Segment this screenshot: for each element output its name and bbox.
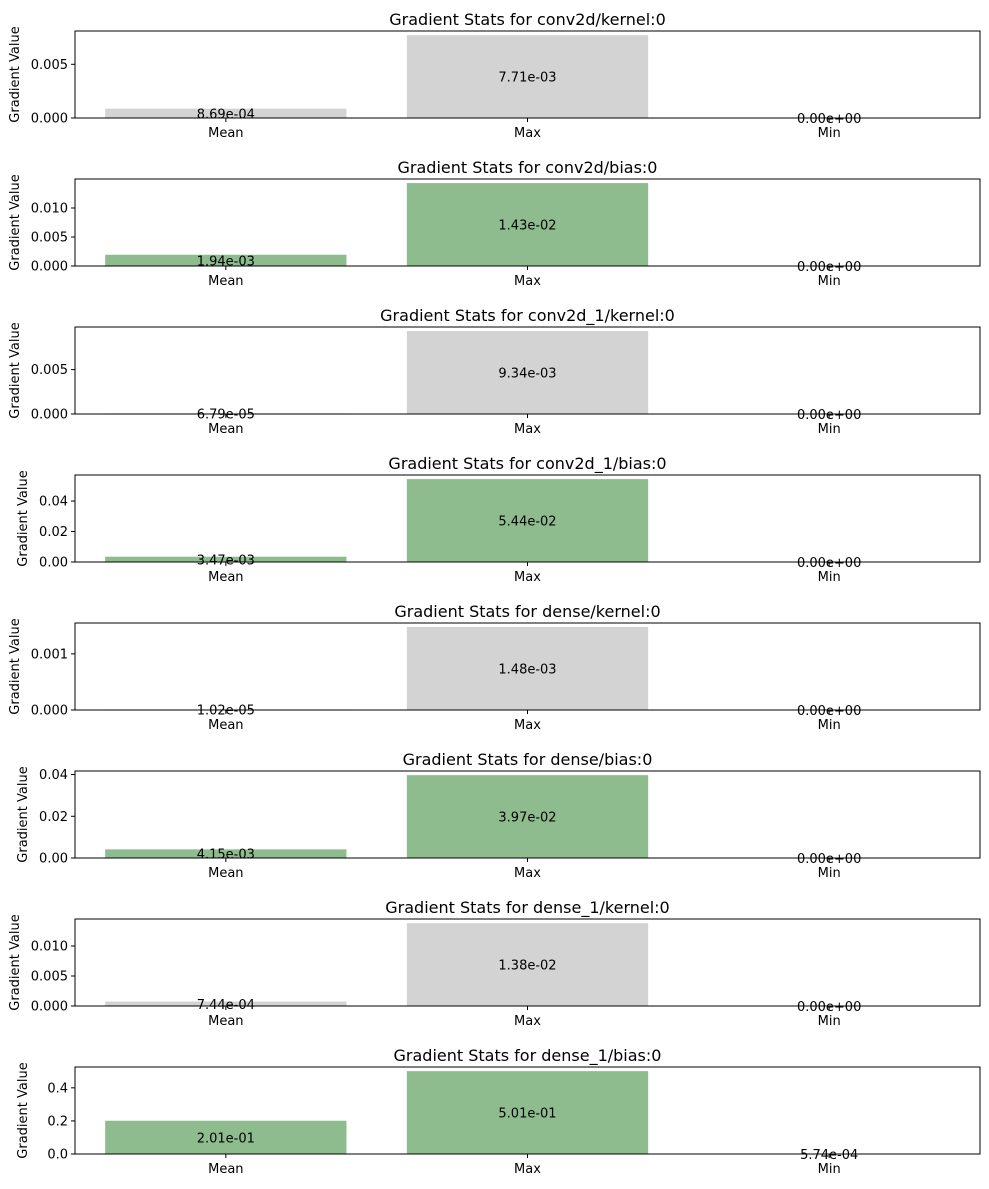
bar xyxy=(105,108,347,118)
y-tick-label: 0.2 xyxy=(47,1114,68,1129)
y-tick-label: 0.005 xyxy=(31,231,68,246)
y-tick-label: 0.00 xyxy=(39,852,68,867)
x-tick-label: Mean xyxy=(208,570,243,585)
bar xyxy=(406,775,649,858)
x-tick-label: Max xyxy=(514,126,541,141)
chart-title: Gradient Stats for dense_1/bias:0 xyxy=(394,1046,662,1066)
chart-title: Gradient Stats for dense_1/kernel:0 xyxy=(385,898,669,918)
y-tick-label: 0.010 xyxy=(31,202,68,217)
x-tick-label: Min xyxy=(818,422,841,437)
x-tick-label: Mean xyxy=(208,1014,243,1029)
y-axis-label: Gradient Value xyxy=(8,26,23,122)
y-tick-label: 0.4 xyxy=(47,1081,68,1096)
bar xyxy=(105,254,347,266)
bar-value-label: 5.44e-02 xyxy=(498,515,556,530)
y-axis-label: Gradient Value xyxy=(16,1062,31,1158)
bar-value-label: 8.69e-04 xyxy=(197,107,255,122)
y-tick-label: 0.02 xyxy=(39,810,68,825)
bar-value-label: 3.47e-03 xyxy=(197,553,255,568)
bar-value-label: 1.48e-03 xyxy=(498,662,556,677)
y-tick-label: 0.000 xyxy=(31,408,68,423)
y-tick-label: 0.04 xyxy=(39,495,68,510)
chart-panel: Gradient Stats for conv2d_1/kernel:0 Grad… xyxy=(8,306,981,437)
y-tick-label: 0.000 xyxy=(31,1000,68,1015)
bar xyxy=(406,35,649,118)
x-tick-label: Min xyxy=(818,1162,841,1177)
chart-panel: Gradient Stats for dense/kernel:0 Gradien… xyxy=(8,602,981,733)
y-tick-label: 0.02 xyxy=(39,525,68,540)
chart-title: Gradient Stats for conv2d/kernel:0 xyxy=(389,10,666,29)
y-tick-label: 0.000 xyxy=(31,112,68,127)
bar xyxy=(105,556,347,562)
y-axis-label: Gradient Value xyxy=(8,174,23,270)
x-tick-label: Max xyxy=(514,274,541,289)
chart-title: Gradient Stats for dense/bias:0 xyxy=(403,750,653,769)
x-tick-label: Min xyxy=(818,718,841,733)
x-tick-label: Max xyxy=(514,1162,541,1177)
y-tick-label: 0.005 xyxy=(31,970,68,985)
x-tick-label: Min xyxy=(818,274,841,289)
x-tick-label: Max xyxy=(514,866,541,881)
bar xyxy=(406,923,649,1006)
chart-panel: Gradient Stats for conv2d_1/bias:0 Gradie… xyxy=(16,454,981,585)
y-axis-label: Gradient Value xyxy=(16,766,31,862)
x-tick-label: Mean xyxy=(208,1162,243,1177)
y-tick-label: 0.0 xyxy=(47,1148,68,1163)
y-tick-label: 0.010 xyxy=(31,940,68,955)
bar xyxy=(406,1071,649,1154)
y-tick-label: 0.000 xyxy=(31,260,68,275)
x-tick-label: Max xyxy=(514,570,541,585)
x-tick-label: Max xyxy=(514,718,541,733)
bar xyxy=(406,183,649,266)
y-tick-label: 0.001 xyxy=(31,647,68,662)
y-axis-label: Gradient Value xyxy=(16,470,31,566)
y-tick-label: 0.005 xyxy=(31,58,68,73)
chart-panel: Gradient Stats for conv2d/bias:0 Gradient… xyxy=(8,158,981,289)
bar-value-label: 3.97e-02 xyxy=(498,811,556,826)
bar-value-label: 2.01e-01 xyxy=(197,1131,255,1146)
bar-value-label: 1.38e-02 xyxy=(498,959,556,974)
x-tick-label: Min xyxy=(818,126,841,141)
x-tick-label: Min xyxy=(818,570,841,585)
chart-panel: Gradient Stats for dense_1/bias:0 Gradien… xyxy=(16,1046,981,1177)
bar-value-label: 5.01e-01 xyxy=(498,1107,556,1122)
bar xyxy=(406,479,649,562)
bar-value-label: 7.71e-03 xyxy=(498,71,556,86)
bar-value-label: 7.44e-04 xyxy=(197,998,255,1013)
bar-value-label: 4.15e-03 xyxy=(197,848,255,863)
x-tick-label: Max xyxy=(514,422,541,437)
y-tick-label: 0.04 xyxy=(39,768,68,783)
y-axis-label: Gradient Value xyxy=(8,914,23,1010)
x-tick-label: Min xyxy=(818,1014,841,1029)
bar xyxy=(105,849,347,858)
y-axis-label: Gradient Value xyxy=(8,618,23,714)
x-tick-label: Mean xyxy=(208,274,243,289)
x-tick-label: Mean xyxy=(208,718,243,733)
chart-title: Gradient Stats for conv2d/bias:0 xyxy=(398,158,658,177)
x-tick-label: Mean xyxy=(208,866,243,881)
chart-title: Gradient Stats for conv2d_1/kernel:0 xyxy=(380,306,675,326)
chart-title: Gradient Stats for dense/kernel:0 xyxy=(394,602,660,621)
chart-panel: Gradient Stats for dense/bias:0 Gradient … xyxy=(16,750,981,881)
x-tick-label: Max xyxy=(514,1014,541,1029)
bar xyxy=(105,1120,347,1154)
y-axis-label: Gradient Value xyxy=(8,322,23,418)
x-tick-label: Mean xyxy=(208,422,243,437)
y-tick-label: 0.005 xyxy=(31,363,68,378)
x-tick-label: Min xyxy=(818,866,841,881)
y-tick-label: 0.000 xyxy=(31,704,68,719)
chart-panel: Gradient Stats for dense_1/kernel:0 Gradi… xyxy=(8,898,981,1029)
chart-title: Gradient Stats for conv2d_1/bias:0 xyxy=(388,454,666,474)
chart-panel: Gradient Stats for conv2d/kernel:0 Gradie… xyxy=(8,10,981,141)
y-tick-label: 0.00 xyxy=(39,556,68,571)
x-tick-label: Mean xyxy=(208,126,243,141)
bar-value-label: 1.43e-02 xyxy=(498,219,556,234)
bar xyxy=(406,331,649,414)
bar-value-label: 9.34e-03 xyxy=(498,367,556,382)
bar xyxy=(406,626,649,710)
bar xyxy=(105,1001,347,1006)
